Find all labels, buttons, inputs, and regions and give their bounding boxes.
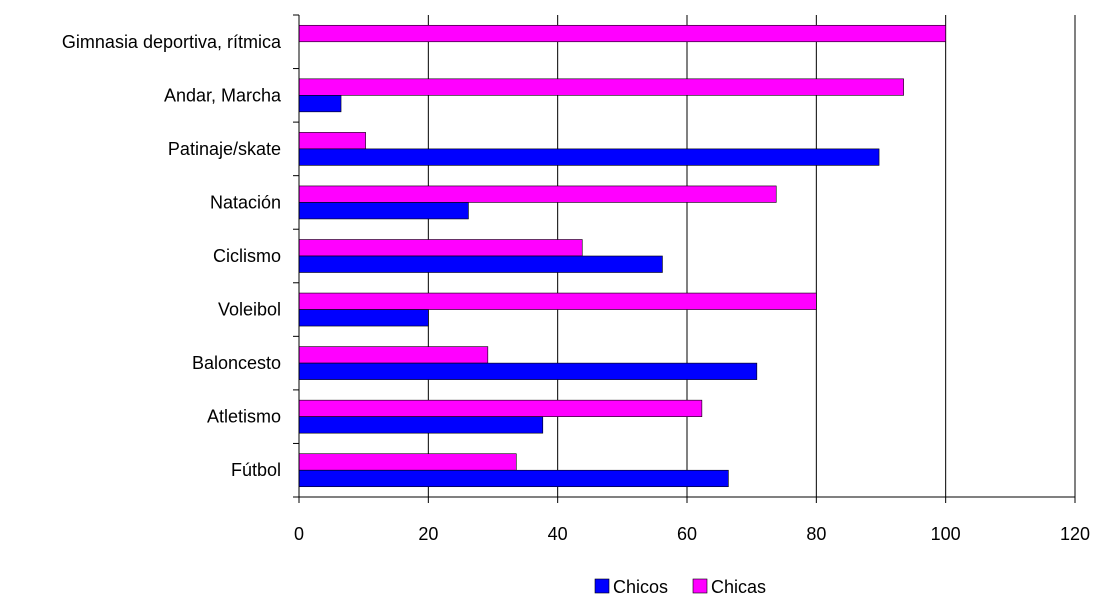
category-label: Voleibol: [218, 300, 281, 320]
x-tick-labels: 0 20 40 60 80 100 120: [294, 524, 1090, 544]
legend-label: Chicas: [711, 577, 766, 597]
x-tick-label: 40: [548, 524, 568, 544]
bar-chicas: [298, 346, 489, 364]
bar-chicas: [298, 292, 817, 310]
x-tick-label: 0: [294, 524, 304, 544]
axes: [293, 14, 1076, 503]
bar-chicas: [298, 399, 703, 417]
category-label: Andar, Marcha: [164, 85, 282, 105]
category-label: Fútbol: [231, 460, 281, 480]
bar-chicos: [298, 202, 469, 220]
category-label: Natación: [210, 192, 281, 212]
bars: [298, 24, 946, 488]
bar-chicas: [298, 78, 904, 96]
category-label: Atletismo: [207, 407, 281, 427]
legend-label: Chicos: [613, 577, 668, 597]
bar-chicas: [298, 453, 517, 471]
bar-chicas: [298, 239, 583, 257]
bar-chicos: [298, 95, 342, 113]
bar-chicos: [298, 416, 544, 434]
x-tick-label: 100: [931, 524, 961, 544]
x-tick-label: 120: [1060, 524, 1090, 544]
category-label: Gimnasia deportiva, rítmica: [62, 32, 282, 52]
bar-chicos: [298, 255, 663, 273]
x-tick-label: 20: [418, 524, 438, 544]
bar-chicos: [298, 362, 758, 380]
bar-chicos: [298, 469, 729, 488]
bar-chicas: [298, 132, 366, 150]
category-label: Baloncesto: [192, 353, 281, 373]
category-labels: Gimnasia deportiva, rítmica Andar, Marcha…: [62, 32, 282, 480]
bar-chicos: [298, 148, 880, 166]
legend-swatch: [594, 578, 610, 594]
bar-chicos: [298, 309, 429, 327]
category-label: Patinaje/skate: [168, 139, 281, 159]
legend: Chicos Chicas: [594, 577, 766, 597]
x-tick-label: 60: [677, 524, 697, 544]
bar-chicas: [298, 24, 946, 43]
bar-chicas: [298, 185, 777, 203]
x-tick-label: 80: [806, 524, 826, 544]
legend-swatch: [692, 578, 708, 594]
category-label: Ciclismo: [213, 246, 281, 266]
